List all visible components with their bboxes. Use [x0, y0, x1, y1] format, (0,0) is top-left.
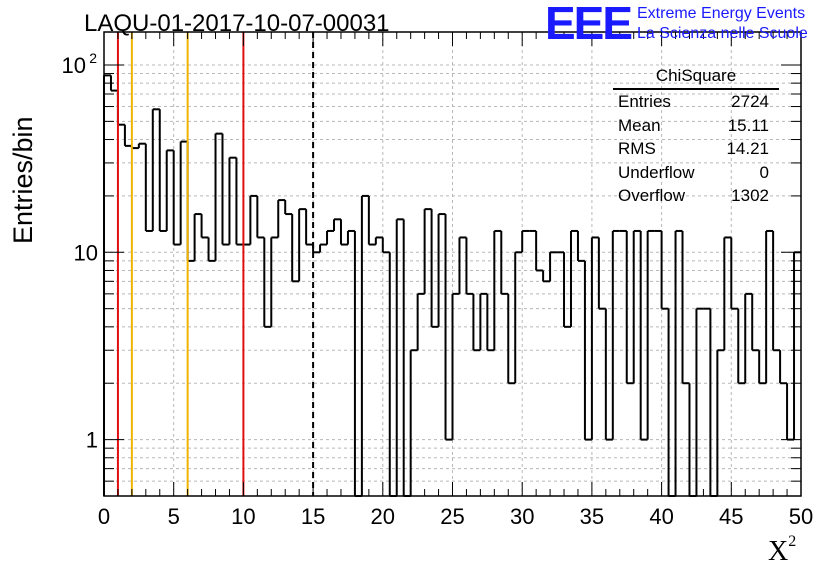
- stats-value: 1302: [731, 186, 769, 205]
- x-tick-label: 45: [719, 504, 743, 529]
- x-axis-label-exponent: 2: [788, 532, 797, 550]
- x-axis-label-base: X: [768, 536, 789, 567]
- page-title: LAQU-01-2017-10-07-00031: [84, 10, 390, 37]
- logo-line-1: Extreme Energy Events: [637, 5, 806, 22]
- marker-lines: [116, 32, 315, 496]
- x-tick-label: 20: [371, 504, 395, 529]
- stats-label: RMS: [618, 139, 656, 158]
- x-tick-label: 0: [98, 504, 110, 529]
- y-tick-label: 10: [74, 240, 98, 265]
- x-axis-label: X2: [768, 532, 797, 568]
- x-tick-label: 35: [580, 504, 604, 529]
- x-tick-label: 25: [440, 504, 464, 529]
- stats-row-rms: RMS 14.21: [611, 137, 777, 161]
- stats-row-mean: Mean 15.11: [611, 114, 777, 138]
- x-tick-label: 10: [231, 504, 255, 529]
- stats-value: 14.21: [726, 139, 769, 158]
- stats-label: Overflow: [618, 186, 686, 205]
- stats-value: 2724: [731, 92, 769, 111]
- logo-line-2: La Scienza nelle Scuole: [637, 25, 808, 42]
- y-tick-label: 1: [86, 428, 98, 453]
- y-axis-label: Entries/bin: [8, 116, 38, 244]
- x-tick-label: 40: [649, 504, 673, 529]
- stats-label: Mean: [618, 115, 661, 135]
- logo-mark: EEE: [545, 0, 633, 49]
- y-tick-label: 10: [62, 53, 86, 78]
- stats-row-overflow: Overflow 1302: [611, 184, 777, 208]
- y-tick-label-exponent: 2: [89, 50, 97, 66]
- x-tick-label: 5: [168, 504, 180, 529]
- grid-lines: [104, 32, 801, 496]
- stats-value: 15.11: [727, 115, 769, 135]
- stats-value: 0: [759, 162, 769, 182]
- stats-row-underflow: Underflow 0: [611, 161, 777, 185]
- x-tick-label: 30: [510, 504, 534, 529]
- stats-label: Entries: [618, 92, 671, 111]
- stats-box: ChiSquare Entries 2724 Mean 15.11 RMS 14.21…: [611, 66, 779, 208]
- x-tick-label: 50: [789, 504, 813, 529]
- stats-label: Underflow: [618, 162, 695, 182]
- stats-row-entries: Entries 2724: [611, 90, 777, 114]
- x-tick-label: 15: [301, 504, 325, 529]
- histogram-bars: [103, 74, 801, 497]
- stats-header: ChiSquare: [613, 66, 779, 90]
